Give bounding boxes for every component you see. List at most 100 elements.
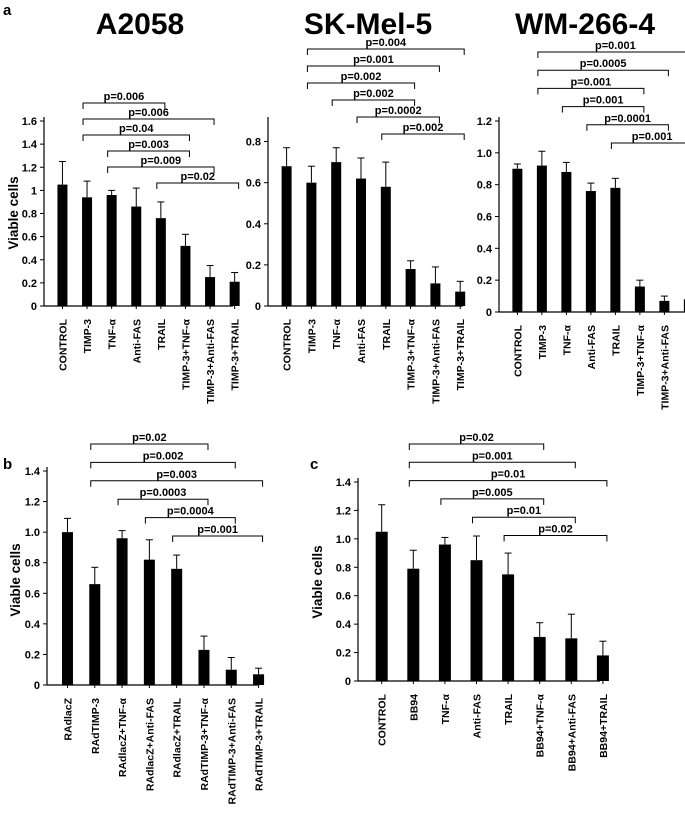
x-tick-label: Anti-FAS bbox=[586, 325, 598, 369]
y-tick-label: 0.4 bbox=[477, 243, 493, 255]
x-tick-label: RAdlacZ+Anti-FAS bbox=[144, 698, 156, 791]
bar bbox=[610, 187, 621, 312]
bar bbox=[536, 165, 547, 312]
x-tick-label: BB94+TNF-α bbox=[535, 693, 547, 757]
y-tick-label: 0.2 bbox=[246, 260, 261, 272]
y-tick-label: 0.8 bbox=[246, 137, 261, 149]
y-tick-label: 1.0 bbox=[336, 534, 351, 546]
bar bbox=[512, 168, 523, 312]
significance-bracket bbox=[306, 65, 440, 72]
bar bbox=[281, 166, 292, 306]
chart-panel-0: a A2058 Viable cells 1.6 1.4 1.2 1 0.8 0.6 0.4 0.2… bbox=[3, 2, 242, 404]
p-value-label: p=0.02 bbox=[132, 432, 167, 444]
p-value-label: p=0.002 bbox=[353, 88, 394, 100]
significance-bracket bbox=[503, 535, 608, 542]
y-tick-label: 1.6 bbox=[22, 116, 37, 128]
bar bbox=[171, 568, 183, 685]
y-tick-label: 0.6 bbox=[22, 232, 37, 244]
bar bbox=[405, 269, 416, 306]
p-value-label: p=0.001 bbox=[353, 54, 394, 66]
x-tick-label: RAdTIMP-3+Anti-FAS bbox=[226, 698, 238, 804]
x-tick-label: TIMP-3+TNF-α bbox=[635, 324, 647, 395]
y-tick-label: 1.2 bbox=[25, 497, 40, 509]
x-tick-label: TIMP-3+Anti-FAS bbox=[205, 319, 217, 404]
x-tick-label: TIMP-3 bbox=[82, 319, 94, 354]
bar bbox=[438, 544, 451, 681]
significance-bracket bbox=[117, 498, 209, 506]
x-tick-label: TRAIL bbox=[381, 318, 393, 349]
p-value-label: p=0.0002 bbox=[375, 105, 422, 117]
y-tick-label: 0.4 bbox=[22, 255, 38, 267]
p-value-label: p=0.0004 bbox=[167, 506, 215, 518]
x-tick-label: Anti-FAS bbox=[131, 319, 143, 363]
p-value-label: p=0.001 bbox=[472, 450, 513, 462]
bar bbox=[430, 283, 441, 306]
y-tick-label: 0.6 bbox=[477, 212, 492, 224]
p-value-label: p=0.004 bbox=[365, 37, 407, 49]
bar bbox=[561, 171, 572, 312]
x-tick-label: TIMP-3+Anti-FAS bbox=[659, 325, 671, 410]
y-tick-label: 0.2 bbox=[22, 278, 37, 290]
bar bbox=[253, 674, 265, 685]
bar bbox=[533, 636, 546, 681]
x-tick-label: TIMP-3+TRAIL bbox=[684, 324, 685, 396]
panel-letter: b bbox=[3, 456, 12, 473]
x-tick-label: Anti-FAS bbox=[356, 319, 368, 363]
p-value-label: p=0.009 bbox=[141, 155, 182, 167]
x-tick-label: TIMP-3 bbox=[537, 325, 549, 360]
x-tick-label: CONTROL bbox=[512, 324, 524, 376]
y-tick-label: 1.0 bbox=[25, 527, 40, 539]
y-tick-label: 1.2 bbox=[22, 162, 37, 174]
significance-bracket bbox=[306, 82, 416, 89]
y-tick-label: 0.8 bbox=[336, 562, 351, 574]
y-tick-label: 0.2 bbox=[336, 648, 351, 660]
bar bbox=[407, 568, 420, 681]
chart-panel-3: b Viable cells 1.4 1.2 1.0 0.8 0.6 0.4 0.2 0 RAdla… bbox=[3, 432, 266, 804]
y-tick-label: 0.8 bbox=[22, 209, 37, 221]
significance-bracket bbox=[172, 535, 264, 542]
p-value-label: p=0.006 bbox=[104, 91, 145, 103]
significance-bracket bbox=[331, 99, 416, 106]
x-tick-label: TRAIL bbox=[156, 318, 168, 349]
significance-bracket bbox=[90, 461, 236, 469]
p-value-label: p=0.0003 bbox=[140, 487, 187, 499]
x-tick-label: TRAIL bbox=[610, 324, 622, 355]
bar bbox=[565, 638, 578, 681]
significance-bracket bbox=[561, 106, 645, 113]
bar bbox=[455, 291, 466, 306]
y-tick-label: 1.4 bbox=[336, 477, 352, 489]
y-tick-label: 0.4 bbox=[246, 219, 262, 231]
x-tick-label: TIMP-3+TNF-α bbox=[406, 318, 418, 389]
chart-title: WM-266-4 bbox=[515, 8, 655, 41]
p-value-label: p=0.001 bbox=[571, 76, 612, 88]
bar bbox=[502, 574, 515, 681]
p-value-label: p=0.02 bbox=[459, 432, 494, 444]
x-tick-label: CONTROL bbox=[57, 318, 69, 370]
p-value-label: p=0.02 bbox=[538, 524, 573, 536]
significance-bracket bbox=[82, 134, 190, 141]
y-tick-label: 0 bbox=[255, 301, 261, 313]
p-value-label: p=0.002 bbox=[143, 450, 184, 462]
y-tick-label: 0 bbox=[486, 307, 492, 319]
significance-bracket bbox=[408, 443, 545, 450]
significance-bracket bbox=[408, 480, 608, 487]
significance-bracket bbox=[537, 51, 685, 58]
x-tick-label: TIMP-3 bbox=[306, 319, 318, 354]
x-tick-label: CONTROL bbox=[282, 318, 294, 370]
significance-bracket bbox=[537, 87, 645, 95]
bar bbox=[306, 182, 317, 306]
significance-bracket bbox=[107, 150, 190, 157]
x-tick-label: RAdlacZ+TNF-α bbox=[117, 697, 129, 777]
y-tick-label: 0.8 bbox=[477, 180, 492, 192]
p-value-label: p=0.001 bbox=[583, 95, 624, 107]
y-axis-label: Viable cells bbox=[8, 543, 23, 616]
x-tick-label: RAdTIMP-3+TNF-α bbox=[199, 697, 211, 790]
p-value-label: p=0.01 bbox=[507, 505, 542, 517]
p-value-label: p=0.001 bbox=[632, 131, 673, 143]
bar bbox=[89, 584, 101, 685]
significance-bracket bbox=[440, 498, 545, 505]
chart-panel-2: WM-266-4 1.2 1.0 0.8 0.6 0.4 0.2 0 CONTROL TIMP-3… bbox=[477, 8, 685, 410]
x-tick-label: TRAIL bbox=[503, 693, 515, 724]
y-tick-label: 0.6 bbox=[336, 591, 351, 603]
bar bbox=[659, 300, 670, 312]
